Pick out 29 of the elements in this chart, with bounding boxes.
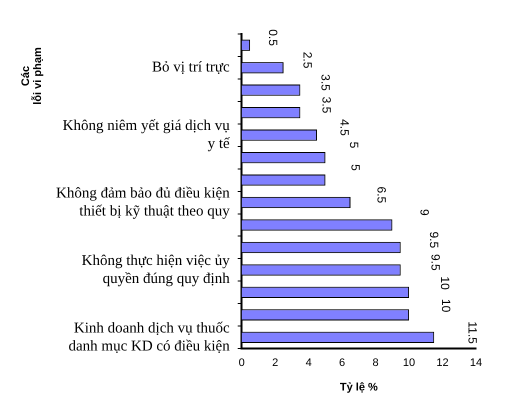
- y-tick-label: Không niêm yết giá dịch vụ y tế: [62, 118, 230, 152]
- x-tick-label: 0: [238, 357, 245, 370]
- x-tick-label: 14: [470, 357, 482, 370]
- y-tick-label: Kinh doanh dịch vụ thuốc danh mục KD có điều kiện: [68, 320, 230, 354]
- data-label: 9.5: [427, 231, 442, 248]
- data-label: 3.5: [320, 96, 334, 114]
- data-label: 4.5: [338, 119, 352, 136]
- data-label: 10: [438, 276, 452, 290]
- data-label: 6.5: [374, 186, 389, 204]
- x-tick-label: 12: [436, 357, 449, 370]
- y-axis-title: Các lỗi vi phạm: [20, 47, 44, 105]
- data-label: 2.5: [300, 52, 314, 69]
- data-label: 9: [418, 209, 432, 216]
- y-tick-label: Bỏ vị trí trực: [152, 60, 230, 76]
- x-tick-label: 8: [372, 357, 379, 370]
- x-tick-label: 2: [272, 357, 278, 370]
- data-label: 9.5: [428, 254, 442, 271]
- data-label: 0.5: [266, 29, 280, 46]
- data-label: 11.5: [465, 321, 480, 344]
- y-tick-label: Không thực hiện việc ủy quyền đúng quy định: [82, 252, 230, 287]
- y-tick-label: Không đảm bảo đủ điều kiện thiết bị kỹ thuật theo quy: [56, 185, 230, 220]
- x-tick-label: 6: [339, 357, 346, 370]
- data-label: 10: [439, 298, 454, 313]
- x-axis-title: Tỷ lệ %: [340, 381, 378, 394]
- x-tick-label: 10: [402, 357, 416, 370]
- x-tick-label: 4: [306, 357, 312, 370]
- data-label: 5: [348, 164, 362, 172]
- data-label: 3.5: [318, 74, 332, 92]
- data-label: 5: [347, 142, 362, 149]
